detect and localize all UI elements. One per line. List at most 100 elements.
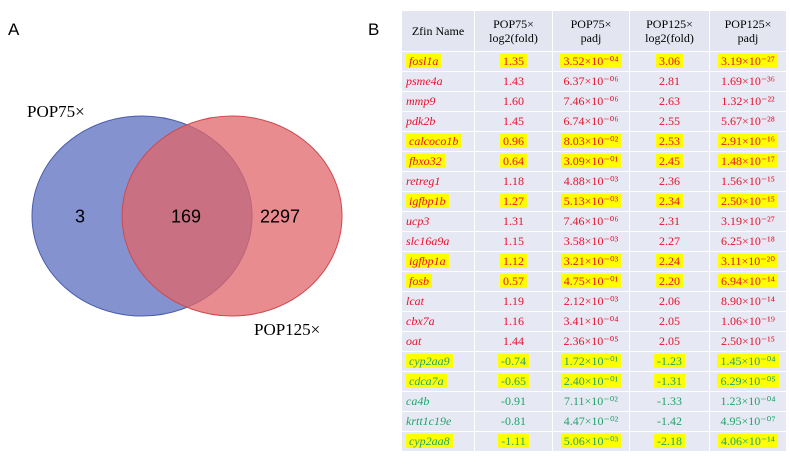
header-pop75-log2fold: POP75× log2(fold)	[474, 10, 553, 52]
gene-name-cell: pdk2b	[401, 111, 475, 132]
pop75-padj-cell: 3.52×10⁻⁰⁴	[552, 51, 630, 72]
gene-name-text: cdca7a	[406, 374, 447, 388]
gene-name-text: cbx7a	[406, 314, 435, 328]
gene-table-body: fosl1a 1.35 3.52×10⁻⁰⁴ 3.06 3.19×10⁻²⁷ psme4a…	[401, 51, 787, 452]
gene-name-text: lcat	[406, 294, 424, 308]
gene-name-cell: cyp2aa8	[401, 431, 475, 452]
pop125-padj-cell: 1.06×10⁻¹⁹	[709, 311, 787, 332]
gene-name-text: igfbp1b	[406, 194, 449, 208]
pop75-log2fold-cell: 1.43	[474, 71, 553, 92]
header-pop125-padj: POP125× padj	[709, 10, 787, 52]
pop75-log2fold-text: 1.16	[503, 314, 524, 328]
pop125-padj-text: 1.48×10⁻¹⁷	[718, 154, 778, 168]
pop125-padj-text: 5.67×10⁻²⁸	[721, 114, 775, 128]
pop125-padj-text: 6.29×10⁻⁰⁵	[717, 374, 779, 388]
pop75-padj-text: 1.72×10⁻⁰¹	[560, 354, 622, 368]
pop125-log2fold-cell: 2.55	[629, 111, 710, 132]
gene-name-cell: fosl1a	[401, 51, 475, 72]
pop125-padj-text: 3.19×10⁻²⁷	[721, 214, 775, 228]
pop125-log2fold-text: 2.63	[659, 94, 680, 108]
pop125-padj-cell: 1.48×10⁻¹⁷	[709, 151, 787, 172]
gene-row: psme4a 1.43 6.37×10⁻⁰⁶ 2.81 1.69×10⁻³⁶	[401, 71, 787, 92]
pop75-padj-text: 7.46×10⁻⁰⁶	[563, 94, 619, 108]
pop75-padj-cell: 2.40×10⁻⁰¹	[552, 371, 630, 392]
gene-name-text: cyp2aa8	[406, 434, 453, 448]
pop75-log2fold-text: 0.57	[500, 274, 527, 288]
pop125-log2fold-text: 2.36	[659, 174, 680, 188]
pop125-log2fold-text: 2.05	[659, 334, 680, 348]
gene-name-cell: cbx7a	[401, 311, 475, 332]
gene-row: mmp9 1.60 7.46×10⁻⁰⁶ 2.63 1.32×10⁻²²	[401, 91, 787, 112]
pop75-log2fold-cell: -1.11	[474, 431, 553, 452]
pop125-padj-text: 4.06×10⁻¹⁴	[718, 434, 778, 448]
pop75-log2fold-text: -0.91	[501, 394, 526, 408]
pop75-padj-text: 4.88×10⁻⁰³	[563, 174, 619, 188]
pop75-padj-text: 5.06×10⁻⁰³	[560, 434, 622, 448]
gene-name-text: psme4a	[406, 74, 443, 88]
pop75-padj-cell: 7.11×10⁻⁰²	[552, 391, 630, 412]
pop75-log2fold-cell: 1.12	[474, 251, 553, 272]
pop75-padj-cell: 6.74×10⁻⁰⁶	[552, 111, 630, 132]
pop75-padj-cell: 3.09×10⁻⁰¹	[552, 151, 630, 172]
pop125-padj-text: 6.25×10⁻¹⁸	[721, 234, 775, 248]
pop125-log2fold-text: -1.42	[657, 414, 682, 428]
pop125-padj-text: 3.19×10⁻²⁷	[718, 54, 778, 68]
pop125-log2fold-cell: -2.18	[629, 431, 710, 452]
pop75-padj-cell: 7.46×10⁻⁰⁶	[552, 91, 630, 112]
pop125-log2fold-cell: 2.45	[629, 151, 710, 172]
pop75-log2fold-text: -0.81	[501, 414, 526, 428]
pop125-padj-text: 2.91×10⁻¹⁶	[718, 134, 778, 148]
pop75-log2fold-cell: 1.45	[474, 111, 553, 132]
pop125-log2fold-cell: 2.05	[629, 311, 710, 332]
pop125-log2fold-cell: -1.33	[629, 391, 710, 412]
pop75-log2fold-text: -0.74	[498, 354, 529, 368]
pop125-log2fold-text: 2.24	[656, 254, 683, 268]
pop125-log2fold-text: 2.45	[656, 154, 683, 168]
panel-label-a: A	[8, 20, 20, 39]
gene-name-cell: slc16a9a	[401, 231, 475, 252]
gene-row: cbx7a 1.16 3.41×10⁻⁰⁴ 2.05 1.06×10⁻¹⁹	[401, 311, 787, 332]
pop75-log2fold-cell: 1.35	[474, 51, 553, 72]
gene-row: cyp2aa8 -1.11 5.06×10⁻⁰³ -2.18 4.06×10⁻¹⁴	[401, 431, 787, 452]
pop125-log2fold-cell: 2.63	[629, 91, 710, 112]
pop125-log2fold-cell: 2.53	[629, 131, 710, 152]
pop75-padj-cell: 2.36×10⁻⁰⁵	[552, 331, 630, 352]
pop75-padj-cell: 3.41×10⁻⁰⁴	[552, 311, 630, 332]
pop75-padj-cell: 5.06×10⁻⁰³	[552, 431, 630, 452]
gene-name-text: fosl1a	[406, 54, 442, 68]
pop125-log2fold-text: 2.31	[659, 214, 680, 228]
pop75-log2fold-text: 1.44	[503, 334, 524, 348]
pop75-padj-text: 6.37×10⁻⁰⁶	[563, 74, 619, 88]
pop75-log2fold-text: 1.15	[503, 234, 524, 248]
gene-name-cell: ca4b	[401, 391, 475, 412]
pop125-log2fold-cell: 2.24	[629, 251, 710, 272]
gene-name-text: mmp9	[406, 94, 436, 108]
gene-name-cell: igfbp1b	[401, 191, 475, 212]
gene-row: retreg1 1.18 4.88×10⁻⁰³ 2.36 1.56×10⁻¹⁵	[401, 171, 787, 192]
pop125-padj-text: 1.45×10⁻⁰⁴	[717, 354, 779, 368]
pop75-padj-cell: 6.37×10⁻⁰⁶	[552, 71, 630, 92]
gene-name-cell: ucp3	[401, 211, 475, 232]
gene-name-text: retreg1	[406, 174, 441, 188]
gene-name-cell: fbxo32	[401, 151, 475, 172]
gene-name-cell: lcat	[401, 291, 475, 312]
pop75-padj-cell: 7.46×10⁻⁰⁶	[552, 211, 630, 232]
pop125-padj-cell: 5.67×10⁻²⁸	[709, 111, 787, 132]
pop75-padj-cell: 8.03×10⁻⁰²	[552, 131, 630, 152]
gene-row: fosl1a 1.35 3.52×10⁻⁰⁴ 3.06 3.19×10⁻²⁷	[401, 51, 787, 72]
pop75-padj-cell: 4.88×10⁻⁰³	[552, 171, 630, 192]
pop75-log2fold-cell: -0.74	[474, 351, 553, 372]
pop125-padj-cell: 1.69×10⁻³⁶	[709, 71, 787, 92]
pop125-log2fold-text: 2.53	[656, 134, 683, 148]
gene-row: calcoco1b 0.96 8.03×10⁻⁰² 2.53 2.91×10⁻¹⁶	[401, 131, 787, 152]
gene-row: pdk2b 1.45 6.74×10⁻⁰⁶ 2.55 5.67×10⁻²⁸	[401, 111, 787, 132]
gene-name-text: oat	[406, 334, 422, 348]
venn-only-set2-count: 2297	[259, 206, 301, 227]
gene-name-cell: mmp9	[401, 91, 475, 112]
pop75-log2fold-cell: -0.81	[474, 411, 553, 432]
gene-row: slc16a9a 1.15 3.58×10⁻⁰³ 2.27 6.25×10⁻¹⁸	[401, 231, 787, 252]
pop75-padj-cell: 5.13×10⁻⁰³	[552, 191, 630, 212]
pop125-log2fold-text: 2.27	[659, 234, 680, 248]
pop75-padj-cell: 4.47×10⁻⁰²	[552, 411, 630, 432]
pop125-log2fold-text: 2.34	[656, 194, 683, 208]
